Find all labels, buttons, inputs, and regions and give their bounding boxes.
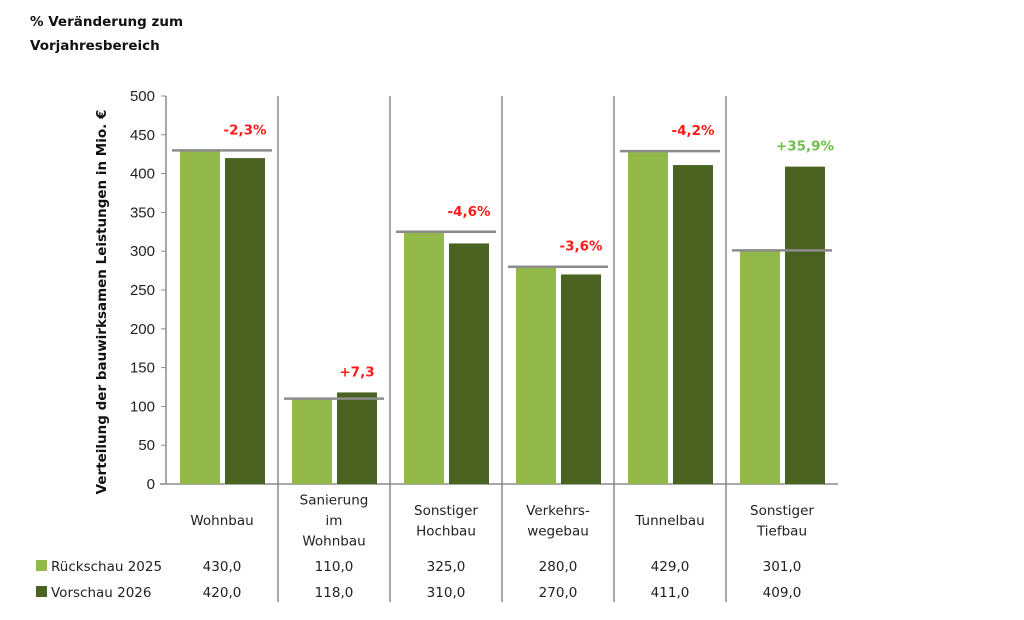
y-tick-label: 50 — [138, 437, 155, 454]
chart-title-line-1: % Veränderung zum — [30, 14, 184, 30]
category-label: im — [326, 513, 343, 529]
table-value-vorschau-2026: 411,0 — [651, 585, 690, 601]
bar-rueckschau-2025 — [180, 150, 220, 484]
category-label: Sonstiger — [750, 503, 814, 519]
y-tick-label: 300 — [130, 243, 155, 260]
category-label: Wohnbau — [190, 513, 253, 529]
y-tick-label: 100 — [130, 398, 155, 415]
change-label: +7,3 — [339, 364, 374, 380]
y-tick-label: 200 — [130, 321, 155, 338]
legend-swatch — [36, 560, 47, 571]
table-value-rueckschau-2025: 325,0 — [427, 559, 466, 575]
bar-rueckschau-2025 — [628, 151, 668, 484]
change-label: -4,2% — [671, 123, 715, 139]
table-value-rueckschau-2025: 430,0 — [203, 559, 242, 575]
y-tick-label: 500 — [130, 88, 155, 105]
bar-rueckschau-2025 — [404, 231, 444, 484]
category-label: wegebau — [527, 523, 589, 539]
bar-vorschau-2026 — [561, 274, 601, 484]
category-label: Tunnelbau — [634, 513, 704, 529]
category-label: Sonstiger — [414, 503, 478, 519]
legend-label: Vorschau 2026 — [51, 585, 152, 601]
bar-rueckschau-2025 — [292, 398, 332, 484]
y-tick-label: 400 — [130, 166, 155, 183]
table-value-rueckschau-2025: 429,0 — [651, 559, 690, 575]
table-value-vorschau-2026: 270,0 — [539, 585, 578, 601]
table-value-rueckschau-2025: 301,0 — [763, 559, 802, 575]
change-label: -3,6% — [559, 239, 603, 255]
table-value-rueckschau-2025: 110,0 — [315, 559, 354, 575]
y-tick-label: 0 — [147, 476, 155, 493]
category-label: Sanierung — [300, 493, 369, 509]
bar-vorschau-2026 — [785, 166, 825, 484]
category-label: Verkehrs- — [526, 503, 590, 519]
y-tick-label: 350 — [130, 204, 155, 221]
bar-vorschau-2026 — [449, 243, 489, 484]
bar-vorschau-2026 — [337, 392, 377, 484]
category-label: Wohnbau — [302, 534, 365, 550]
y-tick-label: 450 — [130, 127, 155, 144]
table-value-vorschau-2026: 420,0 — [203, 585, 242, 601]
table-value-vorschau-2026: 118,0 — [315, 585, 354, 601]
bar-vorschau-2026 — [225, 158, 265, 484]
bar-rueckschau-2025 — [516, 266, 556, 484]
chart-title: % Veränderung zum Vorjahresbereich — [30, 10, 183, 58]
change-label: -4,6% — [447, 204, 491, 220]
bar-rueckschau-2025 — [740, 250, 780, 484]
table-value-vorschau-2026: 310,0 — [427, 585, 466, 601]
legend-label: Rückschau 2025 — [51, 559, 162, 575]
table-value-rueckschau-2025: 280,0 — [539, 559, 578, 575]
y-axis-label: Verteilung der bauwirksamen Leistungen i… — [94, 110, 110, 495]
y-tick-label: 150 — [130, 360, 155, 377]
y-tick-label: 250 — [130, 282, 155, 299]
change-label: -2,3% — [223, 122, 267, 138]
category-label: Hochbau — [416, 523, 476, 539]
category-label: Tiefbau — [756, 523, 807, 539]
table-value-vorschau-2026: 409,0 — [763, 585, 802, 601]
change-label: +35,9% — [776, 139, 835, 155]
chart-title-line-2: Vorjahresbereich — [30, 38, 160, 54]
legend-swatch — [36, 586, 47, 597]
bar-vorschau-2026 — [673, 165, 713, 484]
